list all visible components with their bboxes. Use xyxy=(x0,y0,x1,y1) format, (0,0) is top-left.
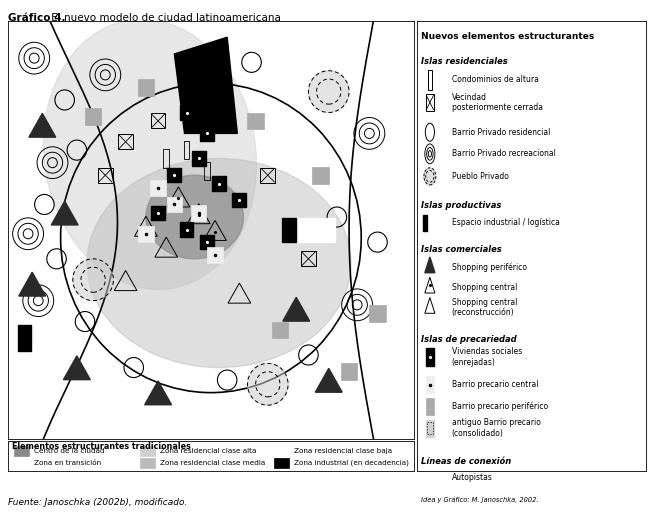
Text: Condominios de altura: Condominios de altura xyxy=(452,74,538,84)
Text: Centro de la ciudad: Centro de la ciudad xyxy=(34,448,105,453)
Bar xyxy=(192,151,205,166)
Bar xyxy=(118,134,133,149)
Bar xyxy=(200,126,214,141)
Ellipse shape xyxy=(146,175,243,259)
Polygon shape xyxy=(283,298,309,321)
Bar xyxy=(301,251,316,266)
Text: Elementos estructurantes tradicionales: Elementos estructurantes tradicionales xyxy=(12,442,190,451)
Text: Zona residencial clase alta: Zona residencial clase alta xyxy=(160,448,257,453)
Bar xyxy=(274,458,289,468)
Bar xyxy=(274,446,289,456)
Text: Gráfico 4.: Gráfico 4. xyxy=(8,13,65,23)
Text: antiguo Barrio precario
(consolidado): antiguo Barrio precario (consolidado) xyxy=(452,418,541,438)
Bar xyxy=(18,325,62,351)
Polygon shape xyxy=(174,37,237,133)
Bar xyxy=(204,162,210,180)
Text: El nuevo modelo de ciudad latinoamericana: El nuevo modelo de ciudad latinoamerican… xyxy=(48,13,281,23)
Text: Barrio precario periférico: Barrio precario periférico xyxy=(452,402,548,411)
Text: Islas de precariedad: Islas de precariedad xyxy=(421,336,516,344)
Ellipse shape xyxy=(87,159,351,367)
Text: Islas comerciales: Islas comerciales xyxy=(421,245,502,254)
Bar xyxy=(184,141,189,160)
Bar xyxy=(98,168,112,183)
Bar xyxy=(138,79,154,96)
Bar xyxy=(168,168,181,182)
Polygon shape xyxy=(64,356,90,380)
Text: Barrio Privado residencial: Barrio Privado residencial xyxy=(452,128,550,137)
Bar xyxy=(151,206,165,220)
Bar xyxy=(150,180,166,195)
Bar xyxy=(282,218,335,242)
Bar xyxy=(140,458,155,468)
Bar xyxy=(138,226,153,242)
Bar xyxy=(282,218,296,242)
Text: Zona residencial clase baja: Zona residencial clase baja xyxy=(294,448,393,453)
Text: Zona industrial (en decadencia): Zona industrial (en decadencia) xyxy=(294,459,409,466)
Text: Barrio Privado recreacional: Barrio Privado recreacional xyxy=(452,149,556,159)
Bar xyxy=(428,70,432,90)
Bar xyxy=(14,458,29,468)
Polygon shape xyxy=(315,368,342,392)
Bar xyxy=(233,193,246,207)
Bar xyxy=(426,420,434,437)
Text: Pueblo Privado: Pueblo Privado xyxy=(452,172,508,181)
Text: Shopping central
(reconstrucción): Shopping central (reconstrucción) xyxy=(452,298,517,318)
Text: Shopping central: Shopping central xyxy=(452,283,517,292)
Text: Shopping periférico: Shopping periférico xyxy=(452,262,526,272)
Text: Vecindad
posteriormente cerrada: Vecindad posteriormente cerrada xyxy=(452,93,543,112)
Circle shape xyxy=(309,71,349,112)
Bar xyxy=(179,223,194,236)
Bar xyxy=(426,377,434,393)
Text: Nuevos elementos estructurantes: Nuevos elementos estructurantes xyxy=(421,32,594,41)
Bar xyxy=(163,149,169,168)
Polygon shape xyxy=(51,201,78,225)
Bar xyxy=(272,322,288,338)
Text: Islas productivas: Islas productivas xyxy=(421,201,501,210)
Bar xyxy=(261,168,275,183)
Text: Islas residenciales: Islas residenciales xyxy=(421,56,508,66)
Circle shape xyxy=(73,259,113,301)
Circle shape xyxy=(248,363,288,405)
Polygon shape xyxy=(425,257,435,273)
Polygon shape xyxy=(19,272,46,296)
Bar xyxy=(179,105,194,120)
Bar xyxy=(166,196,182,212)
Bar xyxy=(424,214,436,231)
Bar xyxy=(426,348,434,366)
Bar xyxy=(426,398,434,415)
Text: Viviendas sociales
(enrejadas): Viviendas sociales (enrejadas) xyxy=(452,347,522,367)
Bar xyxy=(313,167,329,184)
Text: Zona residencial clase media: Zona residencial clase media xyxy=(160,460,265,466)
Bar xyxy=(207,247,223,263)
Polygon shape xyxy=(29,113,56,137)
Bar xyxy=(427,422,433,434)
Text: Autopistas: Autopistas xyxy=(452,473,493,482)
Text: Idea y Gráfico: M. Janoschka, 2002.: Idea y Gráfico: M. Janoschka, 2002. xyxy=(421,497,538,503)
Bar xyxy=(85,108,101,125)
Ellipse shape xyxy=(44,19,257,289)
Bar xyxy=(341,363,358,380)
Bar xyxy=(369,305,385,322)
Bar xyxy=(14,446,29,456)
Bar xyxy=(140,446,155,456)
Bar xyxy=(151,113,165,128)
Text: Líneas de conexión: Líneas de conexión xyxy=(421,457,511,466)
Polygon shape xyxy=(145,381,172,405)
Text: Espacio industrial / logística: Espacio industrial / logística xyxy=(452,218,560,227)
Ellipse shape xyxy=(424,168,436,185)
Bar xyxy=(200,235,214,249)
Bar xyxy=(248,112,264,129)
Bar xyxy=(212,176,226,191)
Bar xyxy=(18,325,31,351)
Bar xyxy=(191,205,207,221)
Bar xyxy=(426,94,434,111)
Bar xyxy=(424,214,427,231)
Text: Zona en transición: Zona en transición xyxy=(34,460,101,466)
Text: Barrio precario central: Barrio precario central xyxy=(452,381,538,389)
Text: Fuente: Janoschka (2002b), modificado.: Fuente: Janoschka (2002b), modificado. xyxy=(8,498,187,507)
